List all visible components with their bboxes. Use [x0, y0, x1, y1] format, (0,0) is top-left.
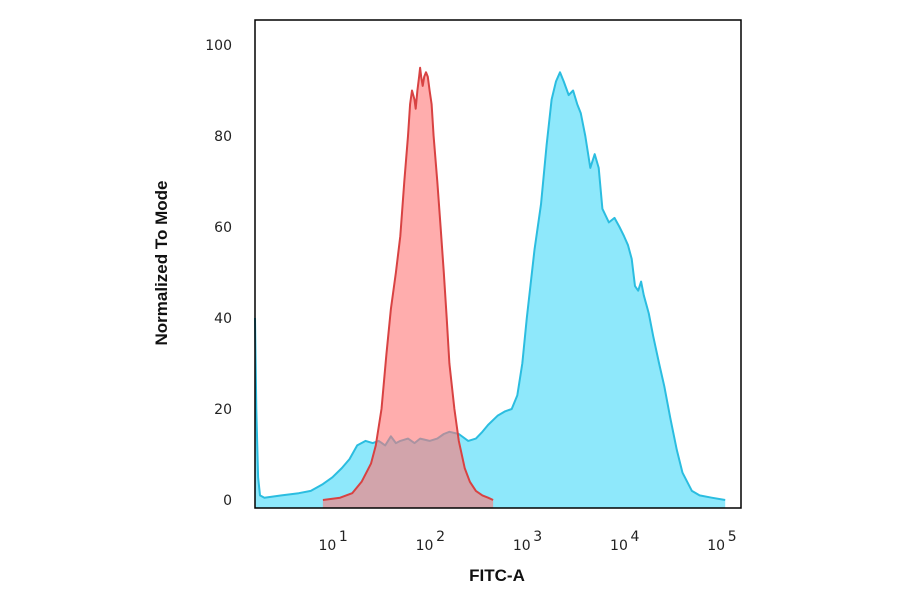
- x-tick-exponent: 3: [533, 529, 542, 545]
- plot-area: [254, 19, 742, 509]
- y-tick-label: 20: [214, 402, 232, 418]
- x-tick-label: 10: [513, 538, 531, 554]
- x-tick-exponent: 5: [728, 529, 737, 545]
- series-1-line: [254, 71, 726, 501]
- y-tick-label: 60: [214, 220, 232, 236]
- y-tick-label: 100: [205, 38, 232, 54]
- series-2-area: [322, 67, 494, 509]
- x-tick-exponent: 1: [339, 529, 348, 545]
- series-1-area: [255, 72, 726, 509]
- x-tick-label: 10: [318, 538, 336, 554]
- y-tick-label: 80: [214, 129, 232, 145]
- plot-frame: [254, 19, 742, 509]
- y-tick-label: 0: [223, 493, 232, 509]
- x-axis-label: FITC-A: [469, 566, 525, 585]
- y-axis-ticks: 0 20 40 60 80 100: [205, 38, 232, 509]
- x-tick-exponent: 4: [630, 529, 639, 545]
- y-tick-label: 40: [214, 311, 232, 327]
- x-tick-label: 10: [707, 538, 725, 554]
- y-axis-label: Normalized To Mode: [152, 181, 171, 346]
- series-2-line: [322, 66, 494, 501]
- x-tick-label: 10: [610, 538, 628, 554]
- x-tick-label: 10: [416, 538, 434, 554]
- x-tick-exponent: 2: [436, 529, 445, 545]
